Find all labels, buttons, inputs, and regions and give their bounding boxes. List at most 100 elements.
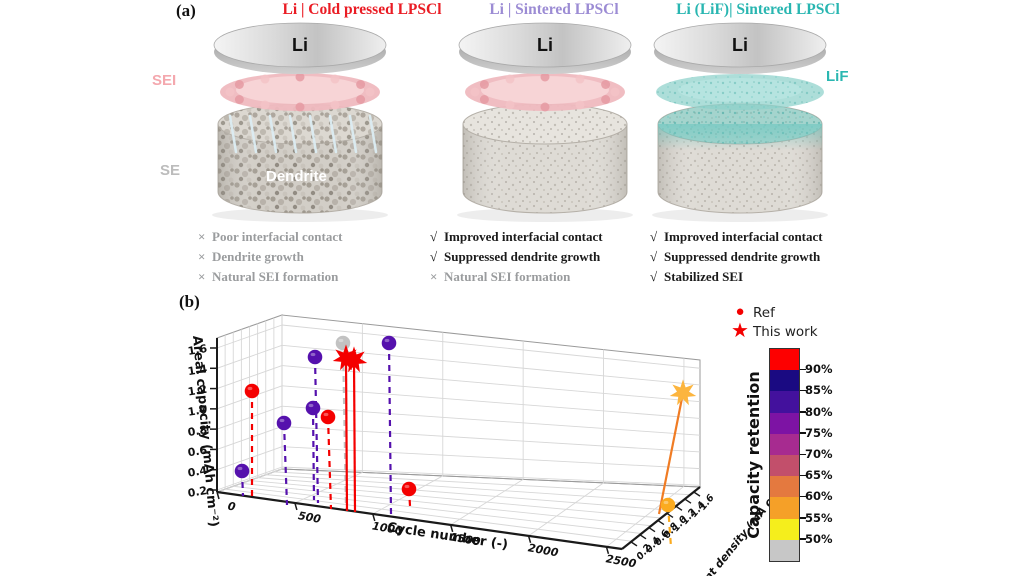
column-title-cold-pressed: Li | Cold pressed LPSCl — [282, 1, 442, 18]
grid-line — [265, 474, 681, 503]
cycle-tick-label: 500 — [297, 509, 322, 526]
cycle-tick-label: 2000 — [527, 541, 560, 559]
sei-texture-blob — [234, 80, 244, 89]
star-marker-icon: ★ — [731, 320, 749, 342]
sei-texture-blob — [505, 74, 515, 84]
grid-line — [281, 324, 701, 369]
sei-texture-blob — [610, 87, 620, 97]
electrode-stack-1: Li — [457, 22, 633, 222]
data-point-circle — [307, 349, 323, 365]
bullet-list-2: √ Improved interfacial contact √ Suppressed… — [650, 227, 885, 287]
electrode-stack-0: Li — [212, 22, 388, 222]
bullet-item: × Dendrite growth — [198, 247, 433, 267]
cycle-tick-label: 1000 — [371, 519, 404, 537]
bullet-list-0: × Poor interfacial contact × Dendrite growt… — [198, 227, 433, 287]
colorbar-block — [770, 391, 799, 413]
panel-a-graphics: Li Li Li — [212, 22, 828, 222]
data-point-highlight — [237, 466, 243, 471]
check-mark-icon: √ — [650, 269, 658, 284]
sei-texture-blob — [470, 87, 480, 97]
bullet-item: √ Stabilized SEI — [650, 267, 885, 287]
li-disc-label: Li — [537, 35, 553, 55]
sei-texture-blob — [356, 95, 366, 104]
li-disc-label: Li — [292, 35, 308, 55]
point-stem-solid — [657, 392, 685, 515]
bullet-text: Poor interfacial contact — [212, 229, 343, 244]
cd-tick — [693, 491, 701, 497]
colorbar-title: Capacity retention — [744, 371, 763, 539]
colorbar-tick-mark — [800, 432, 806, 434]
data-point-circle — [320, 409, 336, 425]
legend-row-ref: ● Ref — [727, 303, 818, 322]
bullet-text: Improved interfacial contact — [444, 229, 603, 244]
grid-line — [273, 471, 691, 496]
bullet-item: √ Suppressed dendrite growth — [650, 247, 885, 267]
dendrite-streak — [268, 114, 278, 154]
panel-a-label: (a) — [176, 1, 196, 20]
colorbar-tick-label: 50% — [805, 531, 833, 546]
colorbar-tick-mark — [800, 389, 806, 392]
bullet-text: Improved interfacial contact — [664, 229, 823, 244]
areal-tick-label: 1.2 — [187, 383, 208, 399]
point-stem-dashed — [326, 416, 333, 510]
lif-diffusion-fade — [658, 124, 822, 150]
grid-line — [281, 365, 701, 403]
dendrite-label: Dendrite — [266, 168, 327, 185]
sei-layer-inner — [481, 76, 609, 104]
cd-tick — [684, 498, 692, 504]
sei-texture-blob — [540, 102, 550, 112]
se-label: SE — [160, 162, 181, 179]
bullet-item: × Natural SEI formation — [430, 267, 665, 287]
colorbar-block — [770, 412, 799, 434]
sei-label: SEI — [152, 72, 177, 89]
sei-texture-blob — [260, 100, 270, 110]
sei-texture-blob — [234, 95, 244, 104]
colorbar-tick-label: 60% — [805, 489, 833, 504]
lif-label: LiF — [826, 68, 849, 85]
grid-line — [257, 477, 671, 511]
cycle-tick — [605, 546, 610, 555]
areal-tick-label: 0.4 — [187, 464, 209, 480]
se-cylinder-shading — [218, 124, 382, 213]
point-stem-dashed — [313, 356, 320, 504]
sei-texture-blob — [295, 72, 305, 82]
colorbar-tick-label: 80% — [805, 404, 833, 419]
stack-shadow — [457, 208, 633, 222]
areal-tick-label: 0.6 — [187, 443, 209, 459]
lif-layer-speckle — [656, 74, 824, 110]
data-point-highlight — [384, 338, 390, 343]
cycle-tick — [527, 535, 532, 544]
areal-tick-label: 1.4 — [187, 362, 209, 378]
sei-texture-blob — [601, 95, 611, 104]
colorbar-tick-mark — [800, 474, 806, 477]
cycle-tick — [449, 524, 454, 533]
li-disc-top — [213, 22, 387, 68]
data-point-highlight — [338, 338, 344, 343]
colorbar-tick-label: 70% — [805, 447, 833, 461]
colorbar-block — [770, 539, 799, 562]
data-point-highlight — [310, 352, 316, 357]
colorbar-tick-mark — [800, 368, 806, 371]
colorbar-block — [770, 455, 799, 477]
bullet-text: Dendrite growth — [212, 249, 304, 264]
plot-legend: ● Ref ★ This work — [727, 303, 818, 341]
colorbar-block — [770, 349, 799, 371]
dendrite-streak — [368, 114, 378, 154]
bullet-item: √ Improved interfacial contact — [430, 227, 665, 247]
colorbar-tick-label: 90% — [805, 362, 833, 377]
sei-texture-blob — [601, 80, 611, 89]
cd-tick — [639, 534, 647, 540]
point-stem-dashed — [311, 407, 316, 501]
sei-layer-inner — [236, 76, 364, 104]
areal-tick-label: 0.2 — [187, 484, 208, 500]
capacity-retention-colorbar: Capacity retention 90% 85% 80% 75% 70% 65% 60%… — [737, 344, 887, 572]
circle-marker-icon: ● — [735, 304, 745, 320]
data-point-circle — [381, 335, 397, 351]
cycle-tick-label: 2500 — [605, 552, 638, 570]
cd-tick — [630, 541, 638, 547]
cd-tick — [657, 519, 665, 526]
bullet-list-1: √ Improved interfacial contact √ Suppressed… — [430, 227, 665, 287]
sei-texture-blob — [479, 95, 489, 104]
point-stem-dashed — [341, 342, 348, 510]
